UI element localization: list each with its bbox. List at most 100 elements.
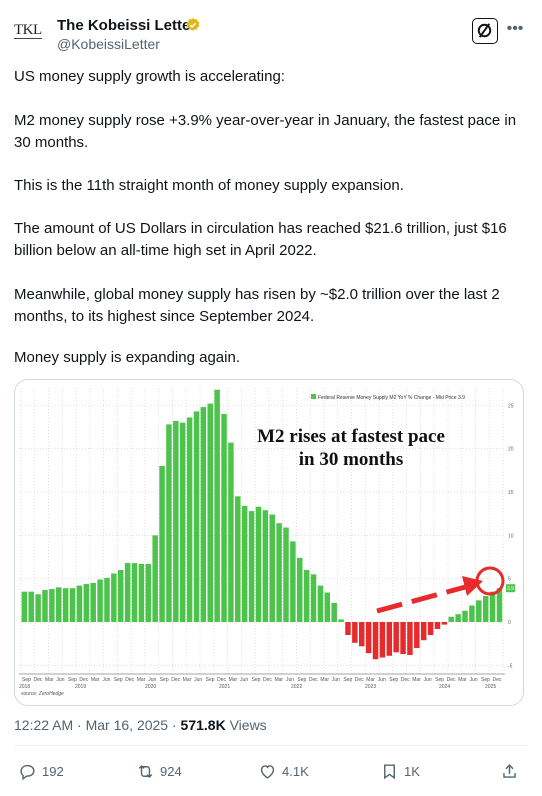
x-tick-label: Dec <box>355 677 364 683</box>
bar <box>290 541 296 622</box>
bar <box>455 614 461 622</box>
last-value-label: 3.9 <box>507 586 514 592</box>
bar <box>482 596 489 622</box>
x-tick-label: Mar <box>412 677 421 683</box>
bar <box>372 622 379 660</box>
x-tick-label: Mar <box>366 677 375 683</box>
bar <box>303 570 310 622</box>
bar <box>200 407 207 622</box>
bar <box>69 588 76 622</box>
source-label: source: ZeroHedge <box>21 691 64 697</box>
bar <box>235 496 241 622</box>
y-tick-label: 20 <box>508 447 514 453</box>
legend-swatch <box>311 394 316 399</box>
bar <box>28 591 34 622</box>
bar <box>145 563 152 622</box>
x-tick-label: Dec <box>309 677 318 683</box>
x-tick-label: Mar <box>91 677 100 683</box>
x-tick-label: Jun <box>148 677 156 683</box>
x-tick-label: Dec <box>263 677 272 683</box>
bar <box>338 619 344 622</box>
bookmark-icon <box>384 763 395 779</box>
x-tick-label: Jun <box>424 677 432 683</box>
bar <box>317 585 324 622</box>
author-handle[interactable]: @KobeissiLetter <box>57 36 160 52</box>
author-name[interactable]: The Kobeissi Letter <box>57 17 197 34</box>
bar <box>276 523 282 622</box>
tweet-image[interactable]: 25 20 15 10 5 0 -5 3.9 Federal Reserve Money Sup… <box>14 379 524 706</box>
avatar[interactable]: TKL <box>14 22 46 42</box>
tweet-paragraph: The amount of US Dollars in circulation … <box>14 220 507 259</box>
bar <box>448 616 454 622</box>
bar <box>434 622 441 629</box>
bar <box>193 411 200 622</box>
reply-count: 192 <box>42 763 64 779</box>
bar <box>476 600 482 622</box>
action-bar: 192 924 4.1K 1K <box>0 758 542 784</box>
trend-arrow-head <box>462 576 483 596</box>
timestamp[interactable]: 12:22 AM · Mar 16, 2025 <box>14 717 169 733</box>
reply-icon <box>20 764 35 780</box>
divider <box>14 745 528 746</box>
verified-badge-icon <box>186 18 200 31</box>
bar <box>111 573 117 622</box>
x-year-label: 2019 <box>75 684 86 690</box>
x-tick-label: Mar <box>183 677 192 683</box>
repost-icon <box>138 764 153 778</box>
bar <box>90 583 96 622</box>
bar <box>131 563 138 622</box>
bar <box>255 506 262 622</box>
bar <box>152 535 158 622</box>
bar <box>297 557 303 622</box>
x-year-label: 2023 <box>365 684 376 690</box>
bar <box>62 588 69 622</box>
bar <box>76 585 83 622</box>
highlight-circle <box>475 566 505 596</box>
bar <box>138 563 145 622</box>
like-button[interactable]: 4.1K <box>258 758 309 784</box>
reply-button[interactable]: 192 <box>18 758 64 784</box>
bar <box>262 510 269 622</box>
y-tick-label: 5 <box>508 577 511 583</box>
x-tick-label: Dec <box>217 677 226 683</box>
bar <box>49 589 55 622</box>
x-year-label: 2025 <box>485 684 496 690</box>
x-tick-label: Sep <box>435 677 444 683</box>
x-tick-label: Jun <box>102 677 110 683</box>
bar <box>345 622 351 635</box>
grok-icon <box>477 23 492 38</box>
bar <box>414 622 420 648</box>
bar <box>379 622 386 658</box>
share-button[interactable] <box>500 758 524 784</box>
x-tick-label: Sep <box>160 677 169 683</box>
bar <box>331 602 337 622</box>
meta-separator: · <box>171 717 181 733</box>
like-icon <box>260 764 275 779</box>
x-tick-label: Dec <box>493 677 502 683</box>
bar <box>365 622 372 654</box>
bar <box>489 591 496 622</box>
grok-button[interactable] <box>472 18 498 44</box>
y-tick-label: 0 <box>508 620 511 626</box>
x-tick-label: Sep <box>252 677 261 683</box>
x-tick-label: Jun <box>56 677 64 683</box>
repost-button[interactable]: 924 <box>136 758 182 784</box>
bar <box>228 442 234 622</box>
more-icon[interactable]: ••• <box>506 20 524 37</box>
y-tick-label: -5 <box>508 663 513 669</box>
views-count[interactable]: 571.8K <box>180 717 226 733</box>
x-tick-label: Sep <box>389 677 398 683</box>
tweet-meta: 12:22 AM · Mar 16, 2025 · 571.8K Views <box>14 717 267 733</box>
trend-arrow <box>376 583 470 614</box>
bookmark-button[interactable]: 1K <box>380 758 420 784</box>
x-tick-label: Sep <box>206 677 215 683</box>
bar <box>21 591 28 622</box>
like-count: 4.1K <box>282 763 309 779</box>
x-tick-label: Mar <box>137 677 146 683</box>
bar <box>179 422 186 622</box>
x-year-label: 2020 <box>145 684 156 690</box>
x-tick-label: Dec <box>33 677 42 683</box>
bar <box>462 610 468 622</box>
bar <box>241 505 248 622</box>
x-year-label: 2022 <box>291 684 302 690</box>
